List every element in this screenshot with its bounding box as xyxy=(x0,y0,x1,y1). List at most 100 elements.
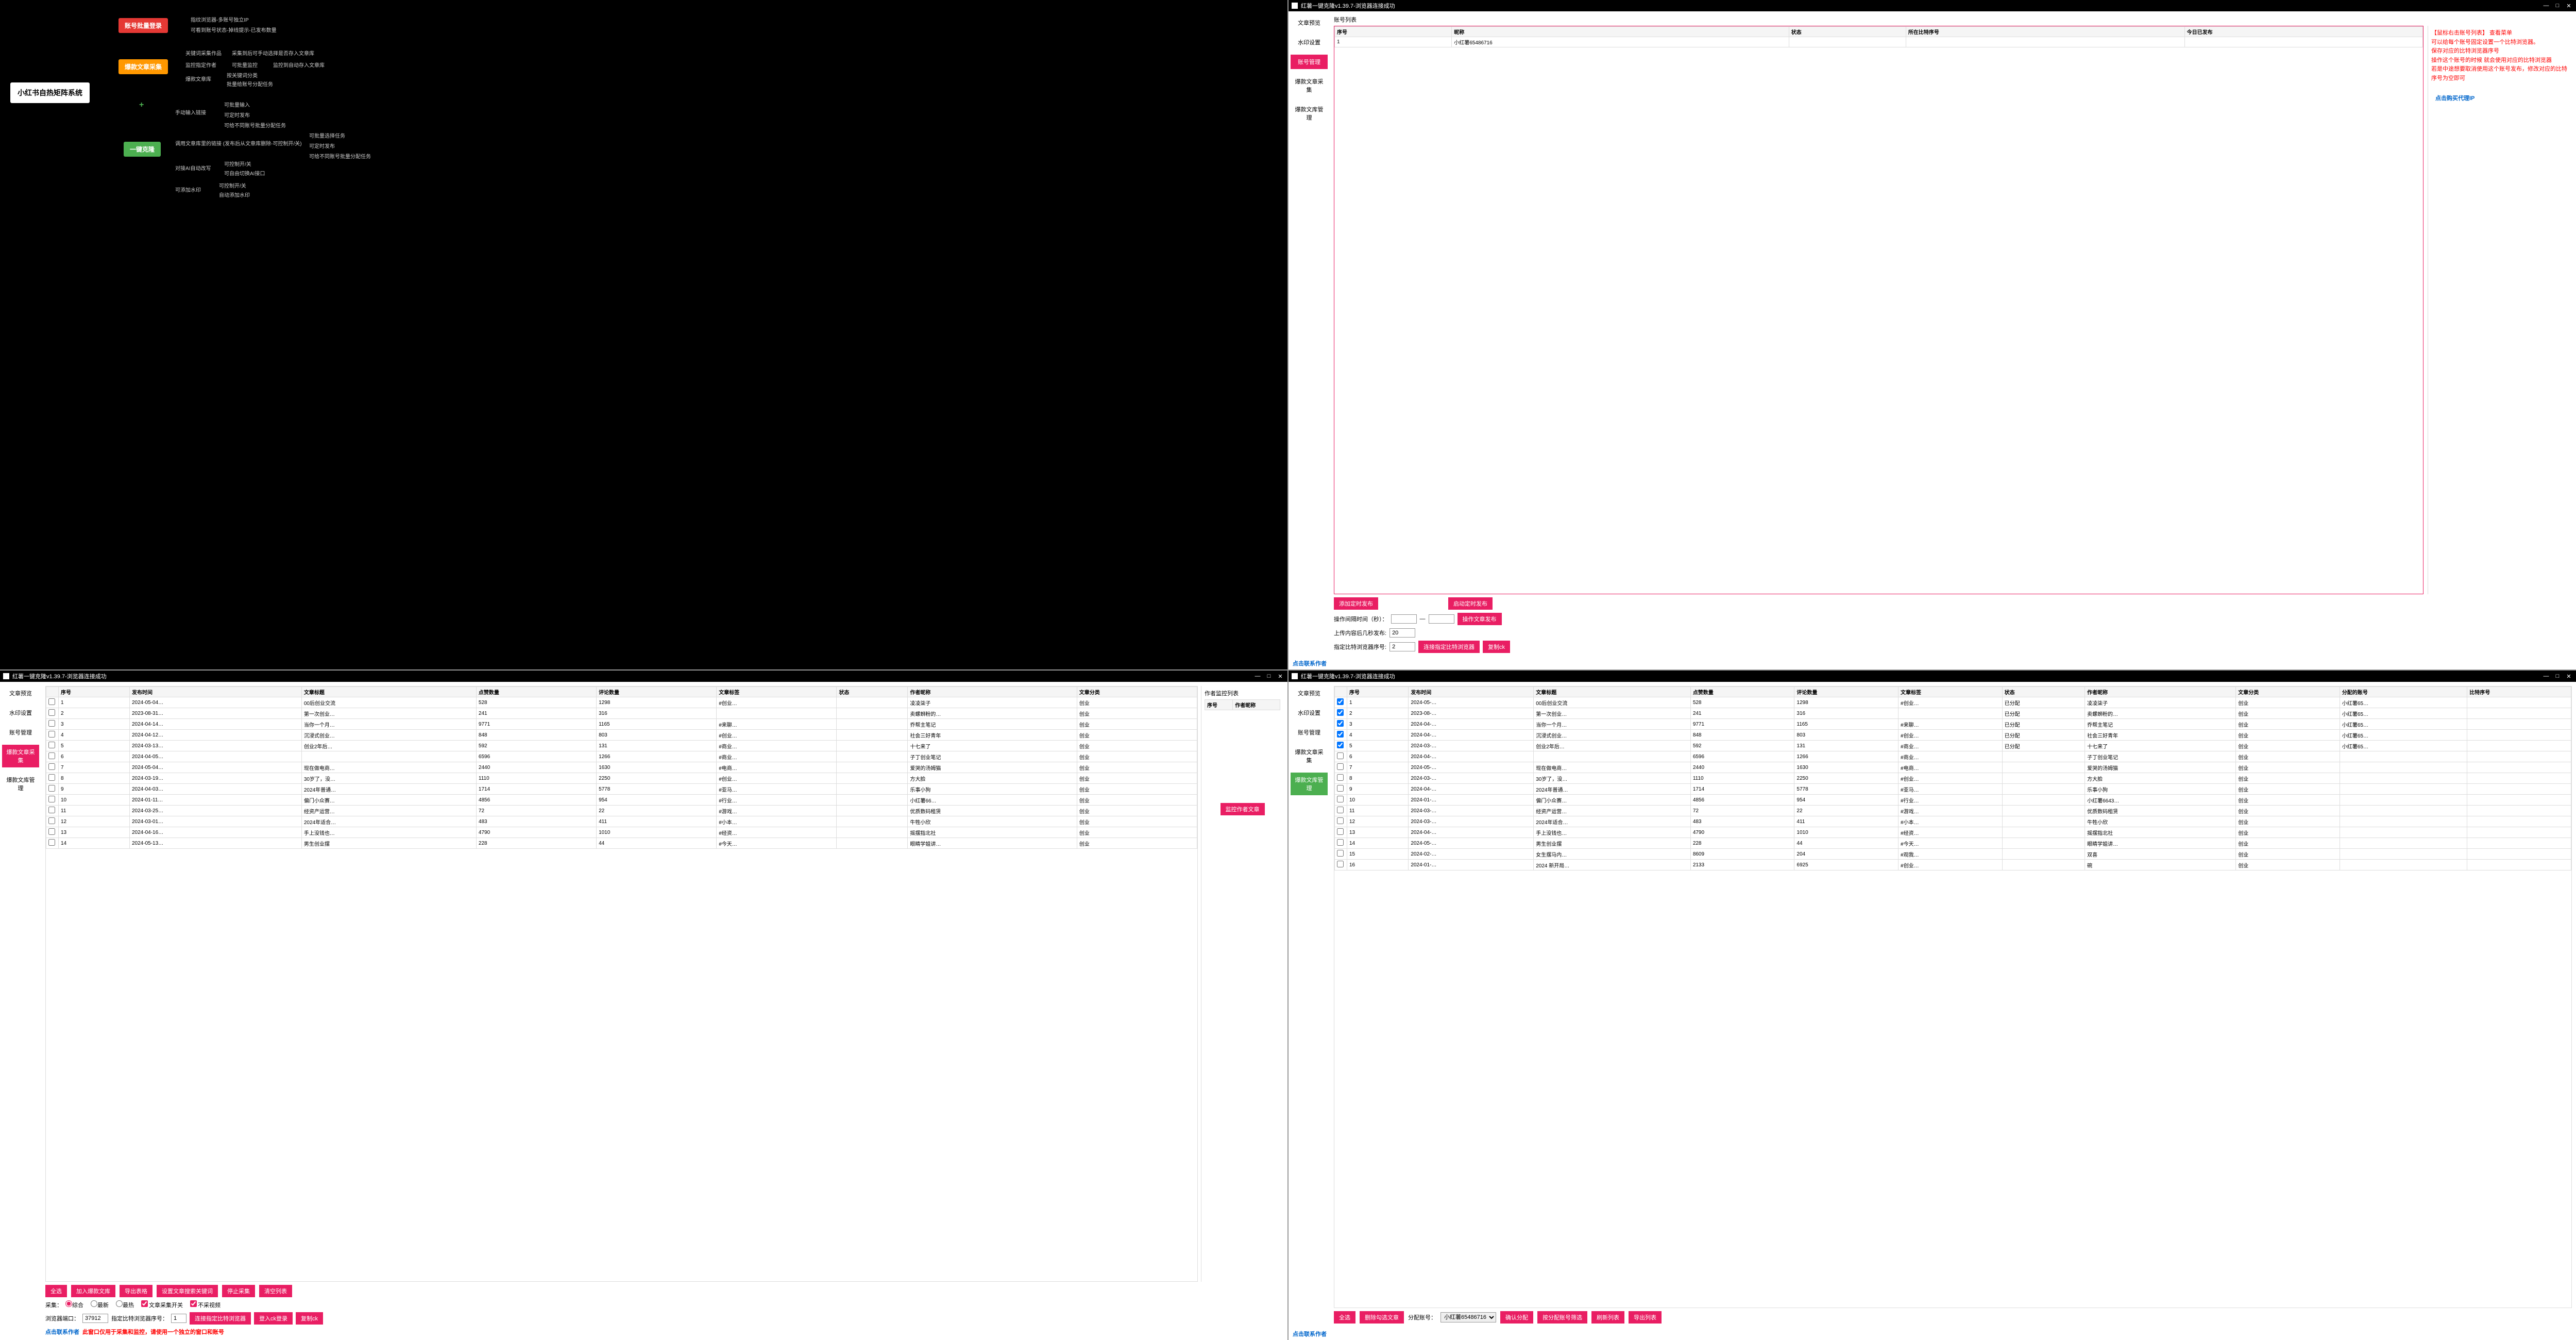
row-checkbox[interactable] xyxy=(48,774,55,781)
table-row[interactable]: 122024-03-01…2024年适合…483411#小本…牛牲小欣创业 xyxy=(46,816,1197,827)
sidebar-item-library[interactable]: 爆款文库管理 xyxy=(2,773,39,795)
copy-ck-button[interactable]: 复制ck xyxy=(296,1312,323,1325)
add-timer-button[interactable]: 添加定时发布 xyxy=(1334,597,1378,610)
close-button[interactable]: ✕ xyxy=(2565,672,2573,680)
refresh-button[interactable]: 刷新列表 xyxy=(1591,1311,1624,1324)
table-row[interactable]: 92024-04-…2024年普通…17145778#亚马…乐事小狗创业 xyxy=(1335,784,2571,795)
radio-hottest[interactable]: 最热 xyxy=(116,1300,134,1309)
sidebar-item-collect[interactable]: 爆款文章采集 xyxy=(1291,745,1328,767)
table-row[interactable]: 82024-03-…30岁了，没…11102250#创业…方大脸创业 xyxy=(1335,773,2571,784)
row-checkbox[interactable] xyxy=(48,796,55,802)
row-checkbox[interactable] xyxy=(48,828,55,835)
select-all-button[interactable]: 全选 xyxy=(1334,1311,1355,1324)
radio-comprehensive[interactable]: 综合 xyxy=(65,1300,83,1309)
radio-newest[interactable]: 最新 xyxy=(91,1300,109,1309)
table-row[interactable]: 72024-05-04…现在做电商…24401630#电商…爱哭的汤姆猫创业 xyxy=(46,762,1197,773)
table-row[interactable]: 82024-03-19…30岁了，没…11102250#创业…方大脸创业 xyxy=(46,773,1197,784)
minimize-button[interactable]: — xyxy=(1253,672,1262,680)
copy-ck-button[interactable]: 复制ck xyxy=(1483,641,1510,653)
table-row[interactable]: 32024-04-…当你一个月…97711165#来聊…已分配乔帮主笔记创业小红… xyxy=(1335,719,2571,730)
sidebar-item-watermark[interactable]: 水印设置 xyxy=(2,706,39,720)
no-video-checkbox[interactable]: 不采视频 xyxy=(190,1300,221,1309)
sidebar-item-collect[interactable]: 爆款文章采集 xyxy=(2,745,39,767)
table-row[interactable]: 32024-04-14…当你一个月…97711165#来聊…乔帮主笔记创业 xyxy=(46,719,1197,730)
row-checkbox[interactable] xyxy=(48,731,55,738)
row-checkbox[interactable] xyxy=(1337,807,1344,813)
table-row[interactable]: 42024-04-…沉浸式创业…848803#创业…已分配社会三好青年创业小红薯… xyxy=(1335,730,2571,741)
row-checkbox[interactable] xyxy=(1337,850,1344,857)
set-keyword-button[interactable]: 设置文章搜索关键词 xyxy=(157,1285,218,1297)
row-checkbox[interactable] xyxy=(1337,796,1344,802)
row-checkbox[interactable] xyxy=(48,839,55,846)
clear-list-button[interactable]: 清空列表 xyxy=(259,1285,292,1297)
row-checkbox[interactable] xyxy=(1337,763,1344,770)
row-checkbox[interactable] xyxy=(48,785,55,792)
row-checkbox[interactable] xyxy=(48,807,55,813)
sidebar-item-preview[interactable]: 文章预览 xyxy=(2,686,39,700)
port-input[interactable] xyxy=(82,1314,108,1323)
browser-index-input[interactable] xyxy=(171,1314,187,1323)
minimize-button[interactable]: — xyxy=(2542,672,2550,680)
maximize-button[interactable]: □ xyxy=(2553,672,2562,680)
row-checkbox[interactable] xyxy=(1337,709,1344,716)
table-row[interactable]: 132024-04-16…手上没钱也…47901010#经资…摇摆指北社创业 xyxy=(46,827,1197,838)
sidebar-item-watermark[interactable]: 水印设置 xyxy=(1291,706,1328,720)
row-checkbox[interactable] xyxy=(48,817,55,824)
sidebar-item-account[interactable]: 账号管理 xyxy=(1291,55,1328,69)
sidebar-item-preview[interactable]: 文章预览 xyxy=(1291,686,1328,700)
table-row[interactable]: 62024-04-05…65961266#商业…子丁创业笔记创业 xyxy=(46,751,1197,762)
table-row[interactable]: 52024-03-13…创业2年后…592131#商业…十七来了创业 xyxy=(46,741,1197,751)
confirm-assign-button[interactable]: 确认分配 xyxy=(1500,1311,1533,1324)
table-row[interactable]: 72024-05-…现在做电商…24401630#电商…爱哭的汤姆猫创业 xyxy=(1335,762,2571,773)
table-row[interactable]: 22023-08-31…第一次创业…241316卖螺蛳粉的…创业 xyxy=(46,708,1197,719)
table-row[interactable]: 152024-02-…女生摆马内…8609204#观我…双喜创业 xyxy=(1335,849,2571,860)
table-row[interactable]: 42024-04-12…沉浸式创业…848803#创业…社会三好青年创业 xyxy=(46,730,1197,741)
table-row[interactable]: 52024-03-…创业2年后…592131#商业…已分配十七来了创业小红薯65… xyxy=(1335,741,2571,751)
sidebar-item-account[interactable]: 账号管理 xyxy=(1291,725,1328,740)
collect-switch-checkbox[interactable]: 文章采集开关 xyxy=(141,1300,183,1309)
filter-button[interactable]: 按分配账号筛选 xyxy=(1537,1311,1587,1324)
export-button[interactable]: 导出列表 xyxy=(1629,1311,1662,1324)
row-checkbox[interactable] xyxy=(48,763,55,770)
stop-collect-button[interactable]: 停止采集 xyxy=(222,1285,255,1297)
connect-browser-button[interactable]: 连接指定比特浏览器 xyxy=(190,1312,251,1325)
export-button[interactable]: 导出表格 xyxy=(120,1285,152,1297)
op-publish-button[interactable]: 操作文章发布 xyxy=(1458,613,1502,625)
connect-browser-button[interactable]: 连接指定比特浏览器 xyxy=(1418,641,1480,653)
row-checkbox[interactable] xyxy=(1337,785,1344,792)
start-timer-button[interactable]: 启动定时发布 xyxy=(1448,597,1493,610)
login-ck-button[interactable]: 登入ck登录 xyxy=(254,1312,293,1325)
table-row[interactable]: 12024-05-04…00后创业交流5281298#创业…凌凌柒子创业 xyxy=(46,697,1197,708)
row-checkbox[interactable] xyxy=(1337,774,1344,781)
table-row[interactable]: 132024-04-…手上没钱也…47901010#经资…摇摆指北社创业 xyxy=(1335,827,2571,838)
delete-selected-button[interactable]: 删除勾选文章 xyxy=(1360,1311,1404,1324)
row-checkbox[interactable] xyxy=(48,709,55,716)
browser-index-input[interactable] xyxy=(1389,642,1415,651)
table-row[interactable]: 142024-05-…男生创业摆22844#今天…眼睛学姐讲…创业 xyxy=(1335,838,2571,849)
sidebar-item-preview[interactable]: 文章预览 xyxy=(1291,15,1328,30)
table-row[interactable]: 112024-03-…经资产运营…7222#游戏…优质数码租赁创业 xyxy=(1335,806,2571,816)
sidebar-item-watermark[interactable]: 水印设置 xyxy=(1291,35,1328,49)
table-row[interactable]: 92024-04-03…2024年普通…17145778#亚马…乐事小狗创业 xyxy=(46,784,1197,795)
close-button[interactable]: ✕ xyxy=(1276,672,1284,680)
upload-delay-input[interactable] xyxy=(1389,628,1415,638)
minimize-button[interactable]: — xyxy=(2542,2,2550,10)
maximize-button[interactable]: □ xyxy=(1265,672,1273,680)
interval-max-input[interactable] xyxy=(1429,614,1454,624)
table-row[interactable]: 22023-08-…第一次创业…241316已分配卖螺蛳粉的…创业小红薯65… xyxy=(1335,708,2571,719)
table-row[interactable]: 112024-03-25…经资产运营…7222#游戏…优质数码租赁创业 xyxy=(46,806,1197,816)
add-library-button[interactable]: 加入爆款文库 xyxy=(71,1285,115,1297)
sidebar-item-library[interactable]: 爆款文库管理 xyxy=(1291,773,1328,795)
add-node-icon[interactable]: + xyxy=(139,100,144,110)
maximize-button[interactable]: □ xyxy=(2553,2,2562,10)
sidebar-item-account[interactable]: 账号管理 xyxy=(2,725,39,740)
proxy-link[interactable]: 点击购买代理IP xyxy=(2435,94,2565,102)
row-checkbox[interactable] xyxy=(48,742,55,748)
table-row[interactable]: 122024-03-…2024年适合…483411#小本…牛牲小欣创业 xyxy=(1335,816,2571,827)
row-checkbox[interactable] xyxy=(1337,839,1344,846)
table-row[interactable]: 102024-01-11…偏门小众赛…4856954#行业…小红薯66…创业 xyxy=(46,795,1197,806)
row-checkbox[interactable] xyxy=(48,720,55,727)
row-checkbox[interactable] xyxy=(48,752,55,759)
row-checkbox[interactable] xyxy=(1337,720,1344,727)
sidebar-item-library[interactable]: 爆款文库管理 xyxy=(1291,102,1328,125)
